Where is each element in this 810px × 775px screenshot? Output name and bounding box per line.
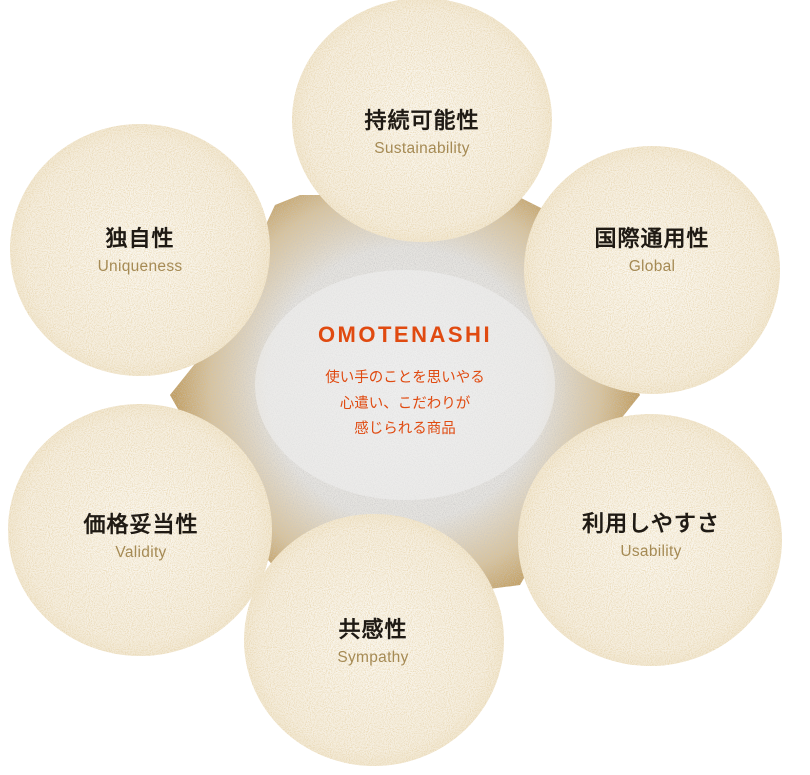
- quality-label-en: Global: [628, 258, 676, 275]
- quality-label-en: Uniqueness: [97, 258, 183, 275]
- center-description-line: 使い手のことを思いやる: [325, 370, 485, 386]
- petal-validity: [8, 404, 272, 656]
- quality-uniqueness: 独自性 Uniqueness: [20, 229, 260, 275]
- petal-sustainability: [292, 0, 552, 242]
- quality-label-ja: 共感性: [338, 618, 408, 643]
- quality-label-ja: 持続可能性: [364, 109, 480, 134]
- quality-validity: 価格妥当性 Validity: [21, 515, 261, 561]
- center-description: 使い手のことを思いやる 心遣い、こだわりが 感じられる商品: [255, 366, 555, 443]
- petal-group: [8, 0, 782, 766]
- petal-uniqueness: [10, 124, 270, 376]
- quality-label-en: Sympathy: [337, 649, 409, 666]
- petal-sympathy: [244, 514, 504, 766]
- quality-label-en: Usability: [620, 543, 682, 560]
- quality-usability: 利用しやすさ Usability: [531, 514, 771, 560]
- center-description-line: 感じられる商品: [354, 421, 456, 437]
- center-description-line: 心遣い、こだわりが: [339, 395, 471, 412]
- center-title: OMOTENASHI: [317, 322, 493, 347]
- quality-label-ja: 独自性: [105, 227, 175, 252]
- petal-global: [524, 146, 780, 394]
- quality-label-en: Validity: [115, 544, 167, 561]
- hub-center-glow: [255, 270, 555, 500]
- quality-label-ja: 価格妥当性: [83, 513, 199, 538]
- quality-sustainability: 持続可能性 Sustainability: [302, 111, 542, 157]
- quality-label-en: Sustainability: [374, 140, 470, 157]
- quality-sympathy: 共感性 Sympathy: [253, 620, 493, 666]
- quality-label-ja: 国際通用性: [594, 227, 710, 252]
- quality-global: 国際通用性 Global: [532, 229, 772, 275]
- quality-label-ja: 利用しやすさ: [582, 512, 720, 537]
- petal-usability: [518, 414, 782, 666]
